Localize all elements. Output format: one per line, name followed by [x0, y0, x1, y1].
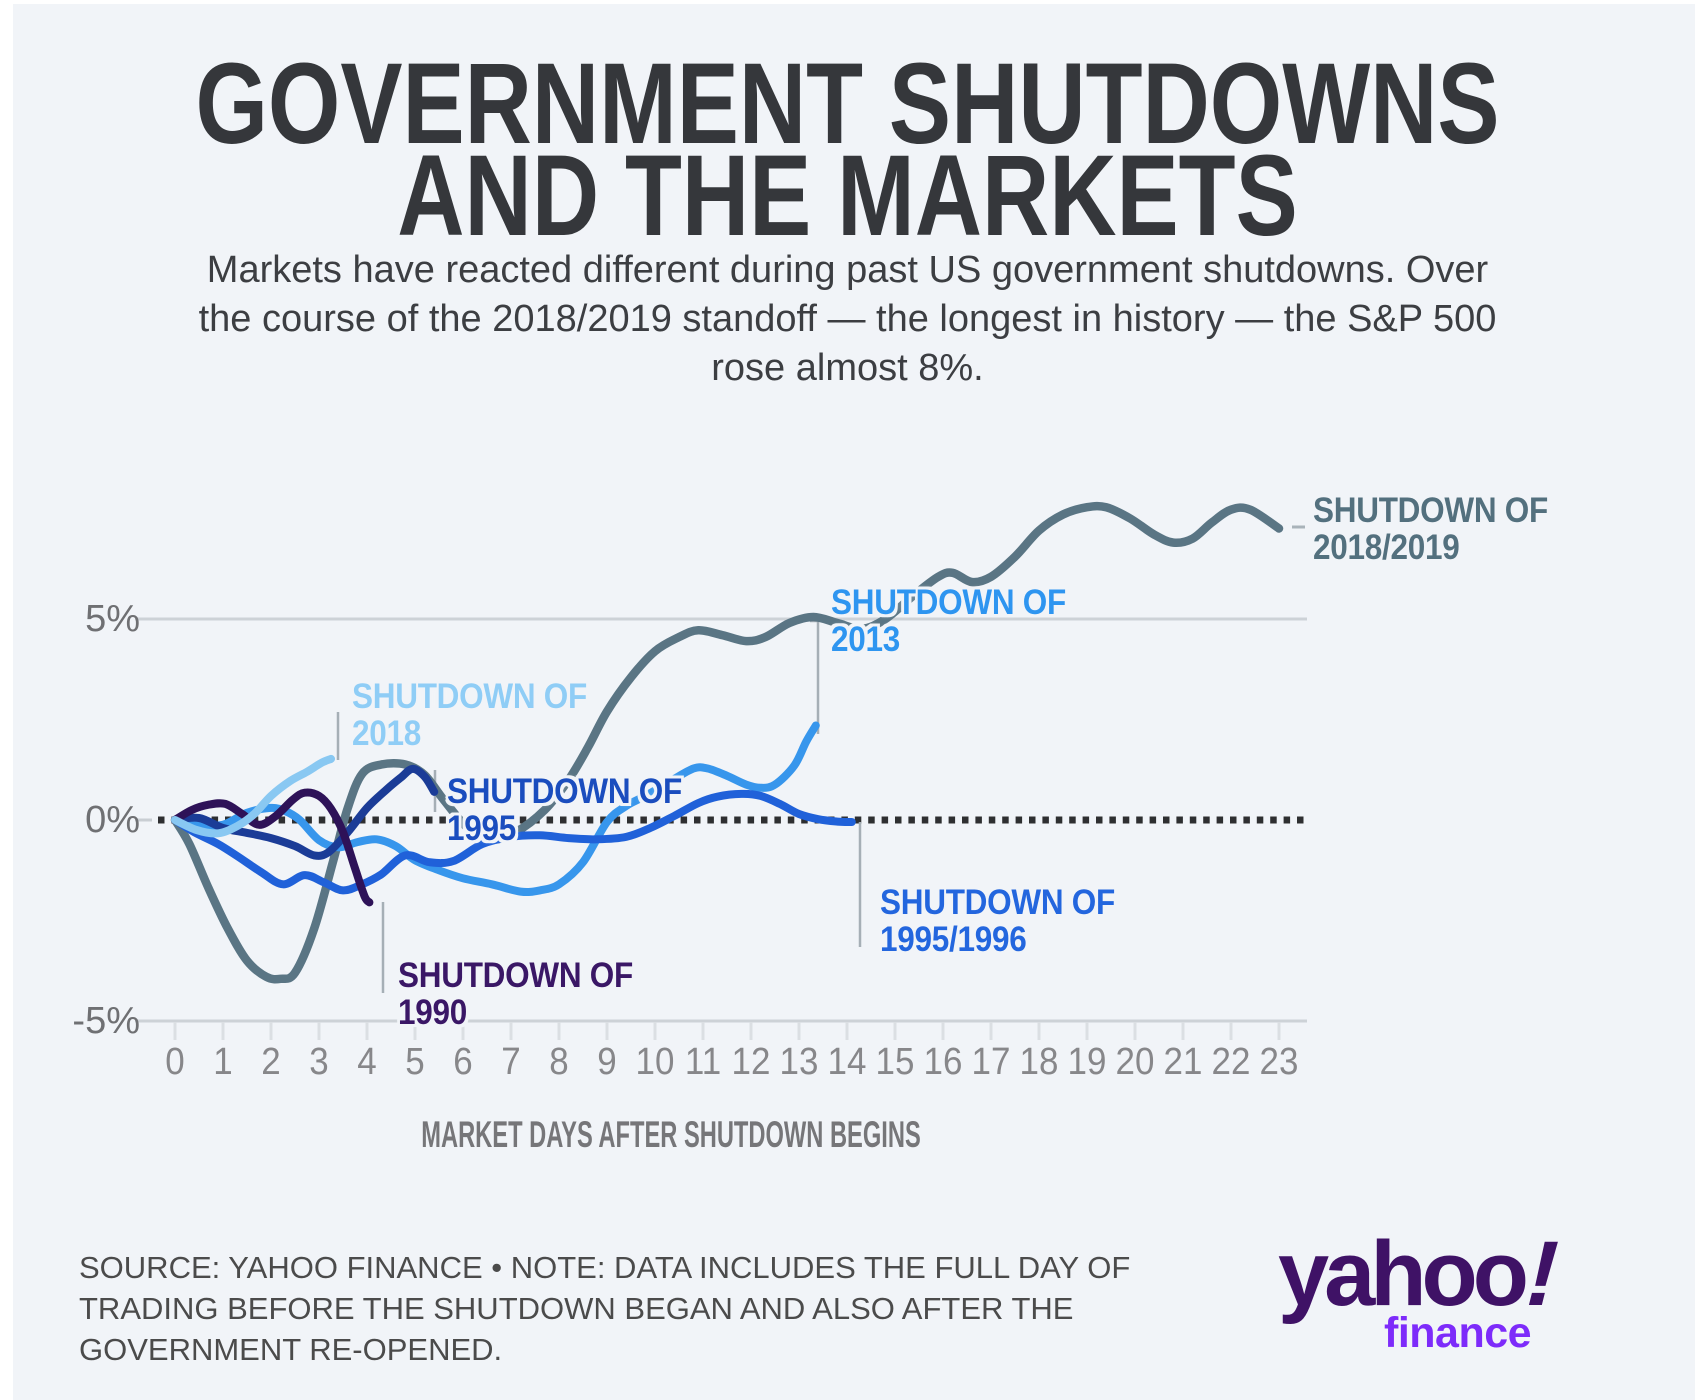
x-tick-label: 4: [357, 1041, 377, 1083]
title-line-2: AND THE MARKETS: [397, 132, 1298, 260]
x-tick-label: 13: [779, 1041, 819, 1083]
series-label-line: SHUTDOWN OF: [352, 677, 588, 716]
y-tick-label: 5%: [85, 598, 140, 640]
page-title: GOVERNMENT SHUTDOWNS AND THE MARKETS: [0, 40, 1695, 260]
series-label-line: 1995/1996: [880, 920, 1027, 959]
finance-text: finance: [1384, 1309, 1532, 1357]
yahoo-finance-logo: yahoo! finance: [1278, 1223, 1578, 1368]
subtitle-line-2: the course of the 2018/2019 standoff — t…: [198, 298, 1497, 340]
x-tick-label: 22: [1211, 1041, 1251, 1083]
x-tick-label: 15: [875, 1041, 915, 1083]
x-tick-label: 0: [165, 1041, 185, 1083]
x-tick-label: 8: [549, 1041, 569, 1083]
series-label-line: SHUTDOWN OF: [398, 956, 634, 995]
series-label-line: 2018: [352, 714, 422, 753]
x-tick-label: 16: [923, 1041, 963, 1083]
x-tick-label: 19: [1067, 1041, 1107, 1083]
series-label-1995-1996: SHUTDOWN OF 1995/1996: [880, 884, 1115, 958]
x-tick-label: 18: [1019, 1041, 1059, 1083]
series-label-line: 2018/2019: [1313, 528, 1460, 567]
source-line-2: TRADING BEFORE THE SHUTDOWN BEGAN AND AL…: [79, 1291, 1074, 1326]
series-label-line: 2013: [831, 620, 901, 659]
series-label-1990: SHUTDOWN OF 1990: [398, 957, 633, 1031]
yahoo-text: yahoo: [1278, 1223, 1529, 1325]
x-tick-label: 7: [501, 1041, 521, 1083]
x-tick-label: 10: [635, 1041, 675, 1083]
subtitle-line-1: Markets have reacted different during pa…: [206, 249, 1489, 291]
x-tick-label: 6: [453, 1041, 473, 1083]
series-label-line: SHUTDOWN OF: [1313, 491, 1549, 530]
x-tick-label: 20: [1115, 1041, 1155, 1083]
x-tick-label: 21: [1163, 1041, 1203, 1083]
x-tick-label: 5: [405, 1041, 425, 1083]
y-tick-label: -5%: [72, 1000, 140, 1042]
title-line-1: GOVERNMENT SHUTDOWNS: [195, 40, 1500, 168]
subtitle-line-3: rose almost 8%.: [711, 347, 984, 389]
x-tick-label: 11: [684, 1041, 722, 1083]
subtitle: Markets have reacted different during pa…: [0, 246, 1695, 393]
series-label-line: SHUTDOWN OF: [447, 772, 683, 811]
series-label-line: 1990: [398, 993, 468, 1032]
series-label-1995: SHUTDOWN OF 1995: [447, 773, 682, 847]
x-tick-label: 2: [261, 1041, 281, 1083]
y-tick-label: 0%: [85, 799, 140, 841]
x-tick-label: 23: [1259, 1041, 1299, 1083]
series-label-2018-2019: SHUTDOWN OF 2018/2019: [1313, 492, 1548, 566]
x-tick-label: 12: [731, 1041, 771, 1083]
x-tick-label: 14: [827, 1041, 867, 1083]
series-label-line: SHUTDOWN OF: [880, 883, 1116, 922]
source-note: SOURCE: YAHOO FINANCE • NOTE: DATA INCLU…: [79, 1247, 1130, 1370]
series-label-2013: SHUTDOWN OF 2013: [831, 584, 1066, 658]
x-axis-title: MARKET DAYS AFTER SHUTDOWN BEGINS: [421, 1114, 921, 1155]
x-tick-label: 9: [597, 1041, 617, 1083]
series-label-line: 1995: [447, 809, 517, 848]
series-label-line: SHUTDOWN OF: [831, 583, 1067, 622]
source-line-3: GOVERNMENT RE-OPENED.: [79, 1332, 503, 1367]
x-tick-label: 3: [309, 1041, 329, 1083]
source-line-1: SOURCE: YAHOO FINANCE • NOTE: DATA INCLU…: [79, 1250, 1131, 1285]
x-tick-label: 1: [213, 1041, 233, 1083]
x-tick-label: 17: [971, 1041, 1011, 1083]
yahoo-wordmark: yahoo!: [1278, 1223, 1566, 1325]
series-label-2018: SHUTDOWN OF 2018: [352, 678, 587, 752]
